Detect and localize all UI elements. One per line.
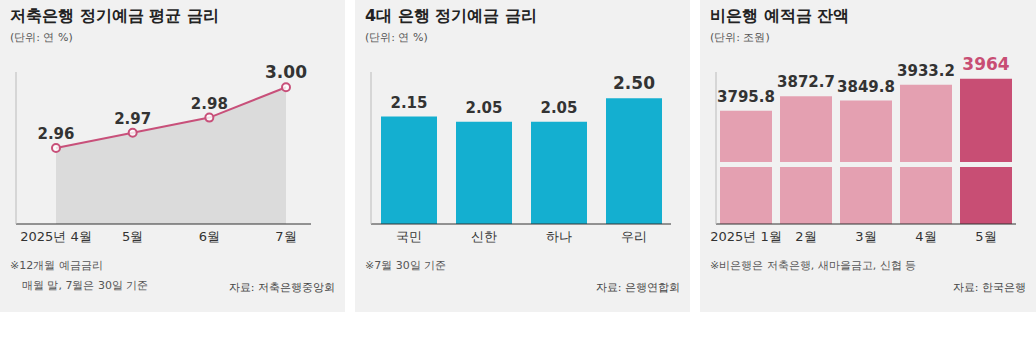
- html-text:※7월 30일 기준: ※7월 30일 기준: [365, 259, 447, 272]
- svg-text:국민: 국민: [396, 229, 422, 244]
- svg-text:하나: 하나: [546, 229, 572, 244]
- svg-text:2.05: 2.05: [465, 99, 502, 117]
- html-text:※12개월 예금금리: ※12개월 예금금리: [10, 259, 103, 272]
- html-text:※비은행은 저축은행, 새마을금고, 신협 등: ※비은행은 저축은행, 새마을금고, 신협 등: [710, 259, 917, 272]
- html-text:(단위: 조원): (단위: 조원): [710, 31, 770, 44]
- svg-text:3.00: 3.00: [265, 62, 307, 82]
- svg-text:2.97: 2.97: [114, 110, 151, 128]
- html-text:(단위: 연 %): (단위: 연 %): [10, 31, 73, 44]
- svg-text:3933.2: 3933.2: [897, 62, 955, 80]
- svg-text:3월: 3월: [855, 229, 876, 244]
- svg-text:6월: 6월: [199, 229, 220, 244]
- svg-text:2.15: 2.15: [390, 94, 427, 112]
- svg-text:2.50: 2.50: [613, 73, 655, 93]
- html-text:저축은행 정기예금 평균 금리: 저축은행 정기예금 평균 금리: [10, 6, 219, 25]
- svg-text:신한: 신한: [471, 229, 497, 244]
- svg-text:2025년 1월: 2025년 1월: [710, 229, 782, 244]
- svg-text:2.98: 2.98: [191, 95, 228, 113]
- svg-text:4월: 4월: [915, 229, 936, 244]
- svg-text:7월: 7월: [275, 229, 296, 244]
- html-text:자료: 저축은행중앙회: 자료: 저축은행중앙회: [228, 281, 335, 294]
- html-text:자료: 은행연합회: 자료: 은행연합회: [595, 281, 680, 294]
- html-text:비은행 예적금 잔액: 비은행 예적금 잔액: [710, 6, 850, 25]
- svg-text:3872.7: 3872.7: [777, 73, 835, 91]
- svg-text:우리: 우리: [621, 229, 647, 244]
- html-text:매월 말, 7월은 30일 기준: 매월 말, 7월은 30일 기준: [22, 279, 149, 292]
- svg-text:3795.8: 3795.8: [717, 88, 775, 106]
- svg-text:3964: 3964: [962, 54, 1009, 74]
- svg-text:2월: 2월: [795, 229, 816, 244]
- svg-text:2.05: 2.05: [540, 99, 577, 117]
- svg-text:2025년 4월: 2025년 4월: [20, 229, 92, 244]
- html-text:4대 은행 정기예금 금리: 4대 은행 정기예금 금리: [365, 6, 537, 25]
- svg-text:3849.8: 3849.8: [837, 78, 895, 96]
- svg-text:5월: 5월: [122, 229, 143, 244]
- svg-text:2.96: 2.96: [37, 125, 74, 143]
- html-text:(단위: 연 %): (단위: 연 %): [365, 31, 428, 44]
- html-text:자료: 한국은행: 자료: 한국은행: [952, 281, 1026, 294]
- svg-text:5월: 5월: [975, 229, 996, 244]
